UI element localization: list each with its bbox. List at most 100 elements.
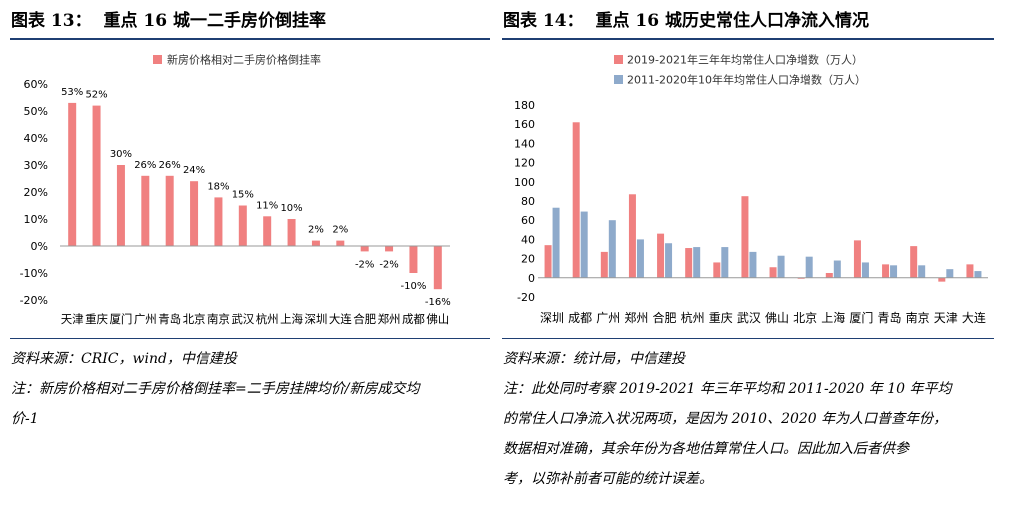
chart13-xtick-label: 成都 — [402, 312, 425, 326]
chart13-data-label: 10% — [280, 203, 302, 214]
chart14-title-rule — [502, 38, 994, 40]
chart13-bar — [311, 240, 320, 246]
chart14-bar-10yr — [777, 255, 785, 278]
chart14-ytick-label: -20 — [517, 291, 535, 304]
chart14-bar-10yr — [861, 262, 869, 278]
chart14-bar-10yr — [693, 247, 701, 278]
chart14-note-line: 的常住人口净流入状况两项，是因为 2010、2020 年为人口普查年份， — [503, 411, 948, 427]
chart13-data-label: 26% — [159, 160, 181, 171]
chart14-bar-10yr — [665, 243, 673, 278]
chart14-bar-3yr — [853, 240, 861, 278]
chart14-title: 图表 14： 重点 16 城历史常住人口净流入情况 — [503, 6, 869, 31]
chart13-xtick-label: 郑州 — [378, 312, 401, 326]
chart13-data-label: -2% — [355, 259, 374, 270]
chart13-bar — [336, 240, 345, 246]
chart14-xtick-label: 天津 — [934, 311, 958, 325]
chart14-bottom-rule — [502, 338, 994, 339]
chart14-xtick-label: 成都 — [568, 311, 592, 325]
chart14-xtick-label: 广州 — [596, 311, 620, 325]
chart14-note-line: 数据相对准确，其余年份为各地估算常住人口。因此加入后者供参 — [503, 441, 909, 457]
chart13-svg: 新房价格相对二手房价格倒挂率60%50%40%30%20%10%0%-10%-2… — [10, 44, 460, 334]
chart14-note-line: 注：此处同时考察 2019-2021 年三年平均和 2011-2020 年 10… — [503, 381, 952, 397]
chart14-bar-10yr — [805, 256, 813, 278]
chart13-bottom-rule — [10, 338, 490, 339]
chart14-bar-10yr — [890, 265, 898, 278]
chart14-xtick-label: 青岛 — [878, 310, 902, 325]
chart13-xtick-label: 武汉 — [231, 312, 254, 326]
chart13-bar — [190, 181, 199, 246]
chart14-ytick-label: 180 — [514, 99, 535, 112]
chart13-ytick-label: 50% — [24, 105, 48, 118]
chart14-source: 资料来源：统计局，中信建投 — [503, 351, 685, 367]
chart13-bar — [385, 246, 394, 252]
chart13-title-text: 重点 16 城一二手房价倒挂率 — [103, 11, 327, 31]
chart14-bar-10yr — [636, 239, 644, 278]
chart14-bar-3yr — [769, 267, 777, 278]
chart13-ytick-label: 40% — [24, 132, 48, 145]
chart13-data-label: 18% — [207, 181, 229, 192]
chart14-bar-3yr — [741, 196, 749, 278]
chart14-bar-10yr — [721, 247, 729, 278]
chart14-ytick-label: 0 — [528, 272, 535, 285]
chart13-ytick-label: 10% — [24, 213, 48, 226]
chart13-bar — [409, 246, 418, 273]
chart14-title-number: 图表 14： — [503, 11, 584, 31]
chart13-ytick-label: 0% — [31, 240, 48, 253]
chart14-bar-3yr — [825, 273, 833, 278]
chart13-data-label: 26% — [134, 160, 156, 171]
chart13-bar — [263, 216, 272, 246]
chart14-ytick-label: 120 — [514, 157, 535, 170]
chart14-xtick-label: 佛山 — [765, 311, 789, 325]
chart13-data-label: -16% — [425, 297, 451, 308]
chart14-note-line: 考，以弥补前者可能的统计误差。 — [503, 471, 713, 487]
chart13-source: 资料来源：CRIC，wind，中信建投 — [11, 351, 237, 367]
chart14-svg: 2019-2021年三年年均常住人口净增数（万人） 2011-2020年10年年均… — [502, 44, 992, 334]
chart13-data-label: 11% — [256, 200, 278, 211]
chart13-data-label: 2% — [308, 225, 324, 236]
chart14-bar-3yr — [685, 248, 693, 278]
chart14-ytick-label: 140 — [514, 137, 535, 150]
chart14-ytick-label: 40 — [521, 233, 535, 246]
chart13-note-line: 价-1 — [11, 411, 39, 427]
chart14-bar-3yr — [966, 264, 974, 278]
chart14-ytick-label: 80 — [521, 195, 535, 208]
chart14-xtick-label: 厦门 — [849, 310, 873, 325]
chart13-plot-background — [10, 44, 460, 334]
chart13-xtick-label: 上海 — [280, 312, 303, 326]
chart13-title: 图表 13： 重点 16 城一二手房价倒挂率 — [11, 6, 326, 31]
chart13-data-label: 52% — [85, 90, 107, 101]
chart14-xtick-label: 大连 — [962, 310, 986, 325]
chart14-note: 注：此处同时考察 2019-2021 年三年平均和 2011-2020 年 10… — [503, 374, 998, 494]
chart14-bar-10yr — [974, 271, 982, 278]
chart13-xtick-label: 合肥 — [353, 312, 376, 326]
chart13-bar — [360, 246, 369, 252]
chart13-xtick-label: 大连 — [329, 312, 352, 326]
chart13-bar — [116, 165, 125, 246]
chart13-ytick-label: -20% — [20, 294, 48, 307]
chart14-xtick-label: 合肥 — [653, 310, 677, 325]
chart13-xtick-label: 南京 — [207, 312, 230, 326]
chart13-xtick-label: 天津 — [61, 312, 84, 326]
chart14-legend-label: 2011-2020年10年年均常住人口净增数（万人） — [627, 73, 866, 87]
chart13-bar — [68, 102, 77, 247]
chart13-bar — [287, 219, 296, 246]
chart13-data-label: 30% — [110, 149, 132, 160]
chart14-xtick-label: 北京 — [793, 311, 817, 325]
chart13-xtick-label: 深圳 — [304, 312, 327, 326]
chart13-bar — [238, 205, 247, 246]
chart14-xtick-label: 上海 — [821, 310, 845, 325]
chart14-legend-swatch — [614, 55, 623, 64]
chart14-bar-3yr — [628, 194, 636, 278]
chart14-legend-swatch — [614, 75, 623, 84]
chart14-ytick-label: 20 — [521, 253, 535, 266]
chart13-bar — [433, 246, 442, 290]
chart13-ytick-label: 20% — [24, 186, 48, 199]
chart14-bar-10yr — [946, 269, 954, 278]
chart13-data-label: -10% — [401, 281, 427, 292]
chart13-xtick-label: 厦门 — [109, 312, 132, 326]
chart14-ytick-label: 160 — [514, 118, 535, 131]
chart14-bar-10yr — [580, 211, 588, 278]
chart14-xtick-label: 南京 — [906, 310, 930, 325]
chart13-data-label: 2% — [332, 225, 348, 236]
chart14-bar-10yr — [608, 220, 616, 278]
